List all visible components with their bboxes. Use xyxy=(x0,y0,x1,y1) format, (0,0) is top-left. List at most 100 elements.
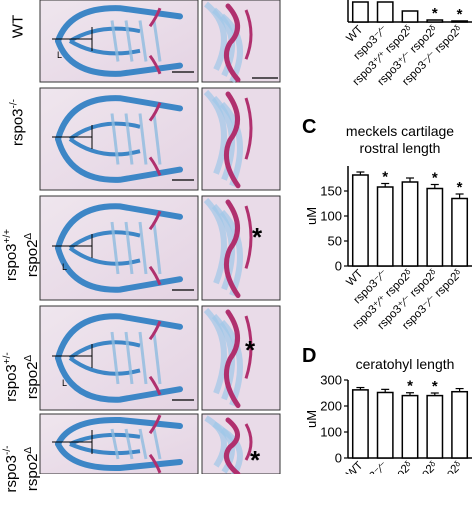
asterisk-row3-zoom: * xyxy=(252,222,263,252)
zoom-bone xyxy=(223,309,241,409)
y-axis-label: uM xyxy=(304,410,319,428)
gill-arch xyxy=(124,428,134,460)
ceratohyal-lower xyxy=(69,442,141,456)
zoom-cartilage xyxy=(203,307,227,395)
cartilage-arch-upper xyxy=(55,203,183,251)
gill-arch xyxy=(152,20,162,62)
gill-arch xyxy=(124,221,134,275)
gill-arch xyxy=(152,113,162,165)
gill-arch xyxy=(124,20,134,62)
significance-asterisk: * xyxy=(382,169,388,186)
panel-letter-c: C xyxy=(302,116,317,138)
bar xyxy=(451,390,469,459)
ceratohyal-lower xyxy=(68,137,141,157)
gill-arch xyxy=(110,331,120,385)
zoom-cartilage xyxy=(203,89,227,175)
bar xyxy=(376,186,394,267)
bar xyxy=(351,1,369,23)
zoom-bone-thin xyxy=(244,423,253,461)
gill-arch xyxy=(138,113,148,165)
ceratohyal-upper xyxy=(68,340,141,360)
bone-lower xyxy=(148,453,162,474)
zoom-bone xyxy=(223,199,241,299)
bar xyxy=(351,389,369,459)
bone-upper xyxy=(148,102,162,122)
gill-arch xyxy=(138,428,148,460)
ventral-view-panel xyxy=(39,87,199,191)
bar xyxy=(401,181,419,267)
zoom-bone xyxy=(223,417,241,474)
zoom-cartilage xyxy=(204,415,227,468)
cartilage-arch-lower xyxy=(55,355,183,403)
gill-arch xyxy=(152,221,162,275)
ventral-view-panel xyxy=(39,0,199,83)
ceratohyal-lower xyxy=(68,246,141,266)
cartilage-arch-lower xyxy=(55,38,183,77)
zoom-bone xyxy=(223,91,241,189)
photo-row-2 xyxy=(39,87,281,191)
significance-asterisk: * xyxy=(432,378,438,395)
y-tick-label: 200 xyxy=(320,399,342,414)
y-tick-label: 150 xyxy=(320,184,342,199)
bar xyxy=(426,394,444,459)
gill-arch xyxy=(110,221,120,275)
photo-row-3 xyxy=(39,195,281,301)
x-tick-label: WT xyxy=(344,460,365,474)
zoom-bone-thin xyxy=(244,315,253,379)
asterisk-row5-zoom: * xyxy=(250,445,261,475)
zoom-cartilage xyxy=(219,101,243,187)
gill-arch xyxy=(110,113,120,165)
zoom-bone-thin xyxy=(244,205,253,269)
gill-arch xyxy=(124,113,134,165)
ventral-view-panel xyxy=(39,305,199,411)
significance-asterisk: * xyxy=(432,170,438,187)
photo-row-5 xyxy=(39,413,281,474)
bone-upper xyxy=(148,320,162,341)
gill-arch xyxy=(110,20,120,62)
gill-arch xyxy=(138,331,148,385)
ceratohyal-lower xyxy=(68,356,141,376)
cartilage-arch-upper xyxy=(55,313,183,361)
bar xyxy=(426,187,444,267)
measure-label-row3: L xyxy=(62,262,68,272)
zoom-bone-thin xyxy=(244,9,253,60)
bar xyxy=(401,10,419,23)
bone-lower xyxy=(148,156,162,176)
cartilage-arch-lower xyxy=(55,441,183,472)
zoom-bone-thin xyxy=(244,97,253,160)
y-tick-label: 100 xyxy=(320,209,342,224)
measure-label-row1: L xyxy=(57,50,63,60)
zoom-cartilage xyxy=(203,197,227,285)
skeleton-photo-grid xyxy=(39,0,281,474)
bar xyxy=(351,174,369,267)
significance-asterisk: * xyxy=(457,6,463,23)
zoom-cartilage xyxy=(219,209,243,297)
y-tick-label: 100 xyxy=(320,425,342,440)
bar xyxy=(426,19,444,23)
x-tick-label: WT xyxy=(344,268,365,289)
bar xyxy=(376,391,394,459)
bar xyxy=(451,197,469,267)
photo-row-1 xyxy=(39,0,281,83)
significance-asterisk: * xyxy=(457,179,463,196)
cartilage-arch-upper xyxy=(55,416,183,447)
y-axis-label: uM xyxy=(304,207,319,225)
x-tick-label: WT xyxy=(344,24,365,45)
gill-arch xyxy=(110,428,120,460)
bone-upper xyxy=(148,7,162,28)
measure-label-row4: L xyxy=(62,378,68,388)
bar xyxy=(376,1,394,23)
zoom-cartilage xyxy=(204,1,227,71)
ceratohyal-lower xyxy=(68,39,141,56)
ceratohyal-upper xyxy=(68,121,141,141)
significance-asterisk: * xyxy=(407,378,413,395)
bone-lower xyxy=(148,54,162,75)
cartilage-arch-upper xyxy=(55,95,183,142)
ventral-view-panel xyxy=(39,195,199,301)
zoom-bone xyxy=(223,3,241,83)
bone-upper xyxy=(148,414,162,435)
bar xyxy=(451,20,469,23)
photo-row-4 xyxy=(39,305,281,411)
